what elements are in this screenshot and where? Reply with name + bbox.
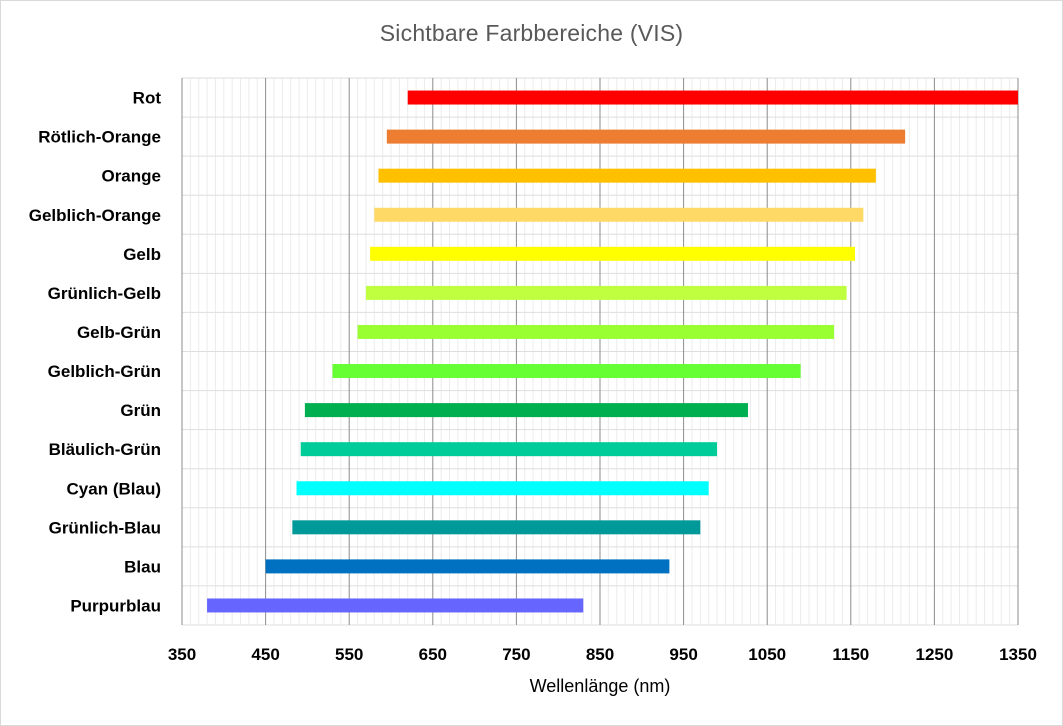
bar: [296, 481, 709, 496]
category-label: Gelb-Grün: [77, 323, 161, 342]
x-tick-label: 850: [586, 645, 614, 664]
category-label: Purpurblau: [70, 596, 161, 615]
bar: [265, 559, 670, 574]
category-label: Gelblich-Grün: [48, 362, 161, 381]
bar: [370, 246, 855, 261]
category-label: Rot: [133, 89, 162, 108]
x-tick-label: 950: [669, 645, 697, 664]
bar: [407, 90, 1019, 105]
bar: [374, 207, 864, 222]
category-label: Gelblich-Orange: [29, 206, 161, 225]
category-label: Rötlich-Orange: [38, 128, 161, 147]
bar: [207, 598, 584, 613]
bar: [292, 520, 701, 535]
chart-title: Sichtbare Farbbereiche (VIS): [379, 20, 684, 46]
x-tick-label: 350: [168, 645, 196, 664]
x-tick-label: 1350: [999, 645, 1037, 664]
bar: [386, 129, 906, 144]
category-label: Gelb: [123, 245, 161, 264]
x-tick-label: 1150: [832, 645, 869, 664]
x-tick-label: 1050: [748, 645, 786, 664]
x-tick-label: 1250: [915, 645, 953, 664]
category-label: Grünlich-Blau: [49, 518, 161, 537]
bar: [378, 168, 876, 183]
x-tick-label: 650: [419, 645, 447, 664]
category-label: Orange: [101, 167, 161, 186]
bar: [304, 403, 748, 418]
bar: [332, 364, 801, 379]
x-axis-title: Wellenlänge (nm): [529, 676, 671, 696]
bar: [300, 442, 718, 457]
x-tick-label: 450: [251, 645, 279, 664]
x-tick-label: 750: [502, 645, 530, 664]
category-label: Cyan (Blau): [67, 479, 161, 498]
x-tick-label: 550: [335, 645, 363, 664]
category-label: Bläulich-Grün: [49, 440, 161, 459]
bar: [357, 324, 835, 339]
category-label: Grünlich-Gelb: [48, 284, 161, 303]
category-label: Grün: [120, 401, 161, 420]
category-label: Blau: [124, 557, 161, 576]
bar: [365, 285, 847, 300]
